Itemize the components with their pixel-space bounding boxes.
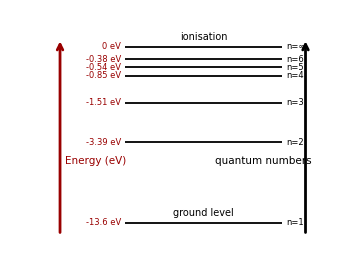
Text: -0.54 eV: -0.54 eV	[86, 63, 121, 72]
Text: n=1: n=1	[287, 218, 304, 227]
Text: n=4: n=4	[287, 71, 304, 80]
Text: -13.6 eV: -13.6 eV	[86, 218, 121, 227]
Text: Energy (eV): Energy (eV)	[65, 156, 127, 166]
Text: ionisation: ionisation	[180, 31, 228, 42]
Text: 0 eV: 0 eV	[102, 42, 121, 51]
Text: n=6: n=6	[287, 55, 304, 64]
Text: -1.51 eV: -1.51 eV	[86, 98, 121, 107]
Text: n=5: n=5	[287, 63, 304, 72]
Text: n=2: n=2	[287, 137, 304, 147]
Text: -3.39 eV: -3.39 eV	[86, 137, 121, 147]
Text: n=∞: n=∞	[287, 42, 306, 51]
Text: quantum numbers: quantum numbers	[215, 156, 311, 166]
Text: n=3: n=3	[287, 98, 304, 107]
Text: -0.38 eV: -0.38 eV	[86, 55, 121, 64]
Text: ground level: ground level	[173, 208, 234, 218]
Text: -0.85 eV: -0.85 eV	[86, 71, 121, 80]
